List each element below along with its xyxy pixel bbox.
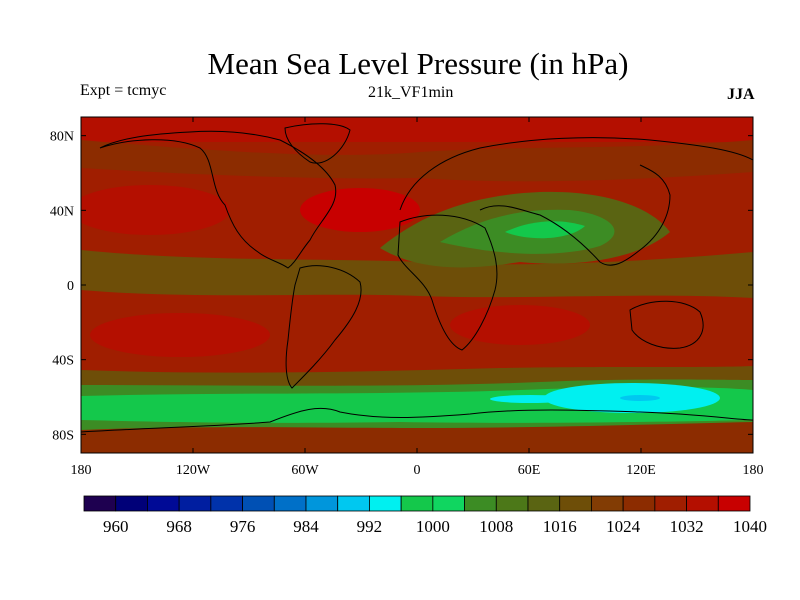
low-core-tail — [490, 395, 570, 403]
colorbar-swatch — [305, 495, 339, 512]
lon-label: 180 — [71, 463, 92, 478]
colorbar-swatch — [273, 495, 307, 512]
colorbar-swatch — [591, 495, 624, 512]
colorbar-label: 960 — [103, 517, 129, 536]
lat-label: 40S — [52, 354, 74, 369]
colorbar-label: 976 — [230, 517, 256, 536]
latitude-axis: 80N 40N 0 40S 80S — [50, 130, 753, 443]
colorbar-swatch — [210, 495, 243, 512]
colorbar-label: 992 — [357, 517, 383, 536]
low-core-center — [620, 395, 660, 401]
greenland-coast — [284, 123, 351, 164]
lat-label: 40N — [50, 204, 74, 219]
lon-label: 180 — [743, 463, 764, 478]
colorbar-swatch — [464, 495, 497, 512]
south-pacific-high — [90, 313, 270, 357]
azores-high — [300, 188, 420, 232]
colorbar-label: 1008 — [479, 517, 513, 536]
colorbar-swatch — [242, 495, 275, 512]
colorbar-swatch — [527, 495, 561, 512]
season-label: JJA — [727, 86, 755, 103]
pacific-high — [81, 185, 230, 235]
colorbar-label: 1000 — [416, 517, 450, 536]
south-america-coast — [285, 265, 362, 389]
colorbar-swatch — [400, 495, 434, 512]
lat-label: 0 — [67, 279, 74, 294]
colorbar-label: 1032 — [670, 517, 704, 536]
colorbar-swatch — [495, 495, 529, 512]
colorbar-label: 1024 — [606, 517, 641, 536]
lat-label: 80N — [50, 130, 74, 145]
colorbar-label: 1040 — [733, 517, 767, 536]
africa-coast — [397, 214, 498, 351]
colorbar-swatch — [83, 495, 117, 512]
colorbar: 960 968 976 984 992 1000 1008 1016 1024 1032 1040 — [83, 495, 767, 536]
colorbar-swatch — [178, 495, 212, 512]
colorbar-swatch — [654, 495, 687, 512]
lat-label: 80S — [52, 428, 74, 443]
colorbar-swatch — [717, 495, 751, 512]
colorbar-swatch — [686, 495, 719, 512]
antarctic-high — [81, 422, 753, 453]
antarctica-coast — [81, 407, 753, 433]
lon-label: 0 — [414, 463, 421, 478]
colorbar-swatch — [147, 495, 180, 512]
lon-label: 60E — [518, 463, 541, 478]
colorbar-swatch — [369, 495, 402, 512]
colorbar-label: 1016 — [543, 517, 577, 536]
colorbar-swatch — [432, 495, 465, 512]
run-label: 21k_VF1min — [368, 84, 454, 101]
colorbar-label: 984 — [293, 517, 319, 536]
equatorial-trough — [81, 250, 753, 298]
coastlines — [81, 123, 753, 433]
eurasia-coast — [399, 137, 753, 266]
australia-coast — [629, 300, 704, 349]
lon-label: 60W — [291, 463, 319, 478]
colorbar-swatch — [115, 495, 148, 512]
longitude-axis: 180 120W 60W 0 60E 120E 180 — [71, 117, 764, 478]
indian-ocean-high — [450, 305, 590, 345]
chart-title: Mean Sea Level Pressure (in hPa) — [207, 46, 629, 81]
colorbar-swatch — [337, 495, 370, 512]
north-trough-band — [81, 140, 753, 182]
colorbar-swatch — [559, 495, 592, 512]
lon-label: 120E — [626, 463, 656, 478]
asian-low-core — [505, 221, 585, 239]
lon-label: 120W — [176, 463, 211, 478]
experiment-label: Expt = tcmyc — [80, 82, 167, 99]
pressure-field — [81, 117, 753, 453]
north-america-coast — [99, 130, 337, 269]
colorbar-label: 968 — [166, 517, 192, 536]
colorbar-swatch — [622, 495, 656, 512]
